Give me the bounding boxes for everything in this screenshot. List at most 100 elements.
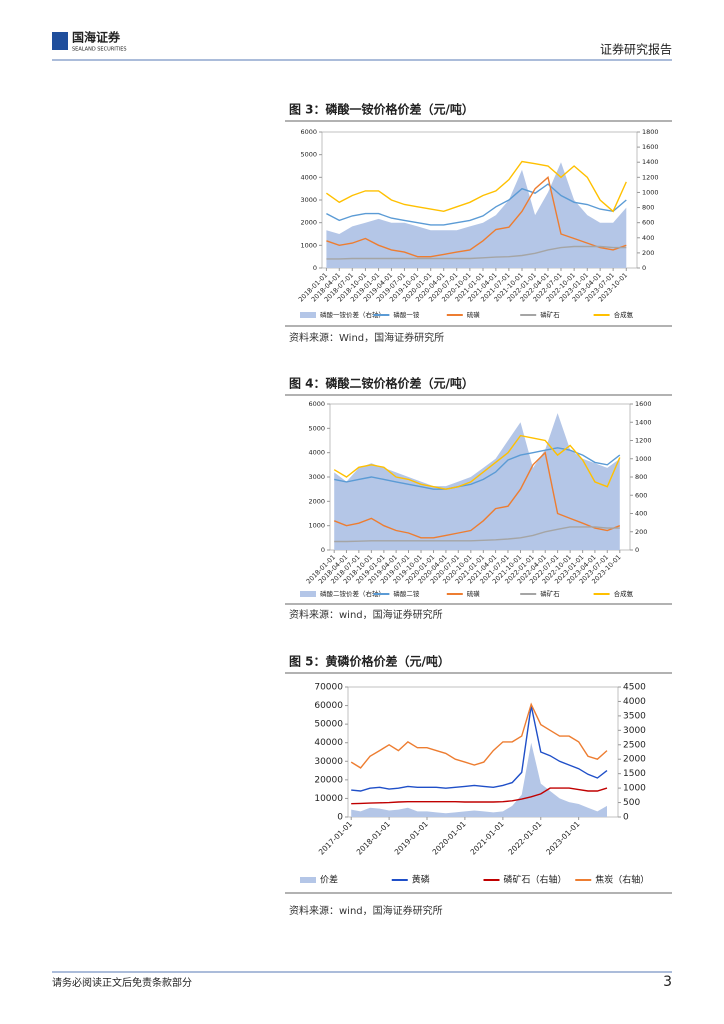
y2-tick-label: 800 xyxy=(635,473,647,481)
y2-tick-label: 3000 xyxy=(623,726,646,736)
legend-label: 硫磺 xyxy=(467,589,481,598)
y-tick-label: 4000 xyxy=(308,449,325,457)
y-tick-label: 2000 xyxy=(308,497,325,505)
legend-label: 磷矿石（右轴） xyxy=(504,874,567,886)
y-tick-label: 70000 xyxy=(314,683,343,693)
y2-tick-label: 200 xyxy=(642,249,654,257)
legend-label: 磷酸一铵价差（右轴） xyxy=(320,310,385,319)
y-tick-label: 40000 xyxy=(314,738,343,748)
line-series xyxy=(333,434,621,490)
y2-tick-label: 4500 xyxy=(623,683,646,693)
line-series xyxy=(334,447,621,490)
line-series xyxy=(350,702,608,769)
line-series xyxy=(333,451,621,539)
source-note: 资料来源：wind，国海证券研究所 xyxy=(289,608,443,621)
x-tick-label: 2023-01-01 xyxy=(544,819,581,856)
y2-tick-label: 1000 xyxy=(642,188,659,196)
y2-tick-label: 1000 xyxy=(623,784,646,794)
legend-label: 磷酸一铵 xyxy=(393,310,420,319)
line-series xyxy=(326,245,627,260)
y2-tick-label: 3500 xyxy=(623,711,646,721)
y2-tick-label: 1400 xyxy=(635,418,652,426)
line-series xyxy=(334,526,620,543)
y-tick-label: 6000 xyxy=(308,400,325,408)
legend-swatch xyxy=(300,591,316,597)
figure-caption: 图 4：磷酸二铵价格价差（元/吨） xyxy=(289,376,474,391)
legend-label: 硫磺 xyxy=(467,310,481,319)
y2-tick-label: 2500 xyxy=(623,740,646,750)
y-tick-label: 60000 xyxy=(314,701,343,711)
y2-tick-label: 1000 xyxy=(635,455,652,463)
source-note: 资料来源：wind，国海证券研究所 xyxy=(289,904,443,917)
y-tick-label: 5000 xyxy=(308,424,325,432)
y-tick-label: 3000 xyxy=(308,473,325,481)
plot-frame xyxy=(347,686,619,818)
line-series xyxy=(326,175,627,258)
legend-label: 磷酸二铵 xyxy=(393,589,420,598)
area-series xyxy=(326,162,627,268)
x-tick-label: 2017-01-01 xyxy=(317,819,354,856)
line-series xyxy=(326,183,627,226)
area-series xyxy=(351,742,607,817)
report-type: 证券研究报告 xyxy=(600,42,672,57)
legend-label: 焦炭（右轴） xyxy=(595,874,649,886)
y2-tick-label: 500 xyxy=(623,798,640,808)
y2-tick-label: 1600 xyxy=(635,400,652,408)
y-tick-label: 50000 xyxy=(314,720,343,730)
y2-tick-label: 1600 xyxy=(642,143,659,151)
y-tick-label: 5000 xyxy=(300,151,317,159)
disclaimer: 请务必阅读正文后免责条款部分 xyxy=(52,976,192,989)
x-tick-label: 2019-01-01 xyxy=(393,819,430,856)
y-tick-label: 20000 xyxy=(314,775,343,785)
y2-tick-label: 600 xyxy=(642,219,654,227)
x-tick-label: 2021-01-01 xyxy=(469,819,506,856)
y2-tick-label: 400 xyxy=(642,234,654,242)
y-tick-label: 0 xyxy=(321,546,325,554)
y-tick-label: 3000 xyxy=(300,196,317,204)
y-tick-label: 10000 xyxy=(314,794,343,804)
line-series xyxy=(351,705,608,792)
legend-swatch xyxy=(300,312,316,318)
y2-tick-label: 2000 xyxy=(623,755,646,765)
y2-tick-label: 0 xyxy=(623,813,629,823)
y-tick-label: 1000 xyxy=(300,241,317,249)
y2-tick-label: 200 xyxy=(635,528,647,536)
x-tick-label: 2022-01-01 xyxy=(506,819,543,856)
y2-tick-label: 0 xyxy=(635,546,639,554)
y-tick-label: 30000 xyxy=(314,757,343,767)
y-tick-label: 1000 xyxy=(308,522,325,530)
y2-tick-label: 4000 xyxy=(623,697,646,707)
line-series xyxy=(351,787,608,805)
line-series xyxy=(325,160,627,213)
legend-label: 合成氨 xyxy=(614,589,634,598)
legend-label: 价差 xyxy=(320,874,338,886)
y2-tick-label: 0 xyxy=(642,264,646,272)
y-tick-label: 6000 xyxy=(300,128,317,136)
y-tick-label: 4000 xyxy=(300,173,317,181)
legend-swatch xyxy=(300,877,316,883)
page-number: 3 xyxy=(663,974,672,990)
legend-label: 合成氨 xyxy=(614,310,634,319)
x-tick-label: 2018-01-01 xyxy=(355,819,392,856)
y2-tick-label: 1200 xyxy=(642,173,659,181)
y2-tick-label: 400 xyxy=(635,510,647,518)
logo-text: 国海证券 xyxy=(72,30,121,45)
y-tick-label: 2000 xyxy=(300,219,317,227)
y2-tick-label: 1400 xyxy=(642,158,659,166)
y2-tick-label: 1800 xyxy=(642,128,659,136)
figure-caption: 图 3：磷酸一铵价格价差（元/吨） xyxy=(289,102,474,117)
y2-tick-label: 1500 xyxy=(623,769,646,779)
legend-label: 黄磷 xyxy=(412,874,430,886)
source-note: 资料来源：Wind，国海证券研究所 xyxy=(289,331,444,344)
y-tick-label: 0 xyxy=(337,813,343,823)
y-tick-label: 0 xyxy=(313,264,317,272)
y2-tick-label: 800 xyxy=(642,204,654,212)
y2-tick-label: 1200 xyxy=(635,437,652,445)
logo-icon xyxy=(52,32,68,50)
figure-caption: 图 5：黄磷价格价差（元/吨） xyxy=(289,654,450,669)
logo-en: SEALAND SECURITIES xyxy=(72,47,127,53)
y2-tick-label: 600 xyxy=(635,491,647,499)
x-tick-label: 2020-01-01 xyxy=(431,819,468,856)
legend-label: 磷矿石 xyxy=(540,589,560,598)
